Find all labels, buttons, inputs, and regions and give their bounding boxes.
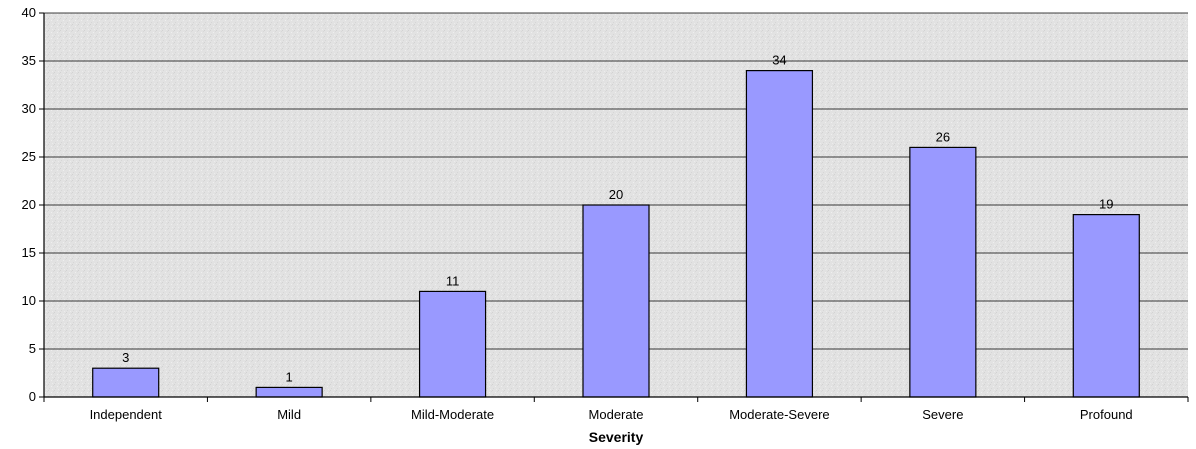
bar-independent: [92, 367, 160, 398]
x-tick-label: Moderate-Severe: [729, 407, 829, 422]
bar-mild: [255, 386, 323, 398]
y-tick-label: 25: [22, 149, 36, 164]
x-axis-ticks: Independent Mild Mild-Moderate Moderate Mode…: [43, 397, 1189, 422]
bar-profound: [1072, 214, 1140, 398]
y-tick-label: 20: [22, 197, 36, 212]
data-label: 20: [609, 187, 623, 202]
bar-mild-moderate: [418, 290, 487, 398]
x-tick-label: Severe: [922, 407, 963, 422]
bar-moderate-severe: [745, 69, 814, 398]
data-label: 1: [286, 369, 293, 384]
x-axis-title: Severity: [589, 429, 644, 445]
y-tick-label: 40: [22, 5, 36, 20]
bar-moderate: [582, 204, 650, 398]
y-tick-label: 5: [29, 341, 36, 356]
data-label: 3: [122, 350, 129, 365]
data-label: 34: [772, 53, 786, 68]
x-tick-label: Moderate: [589, 407, 644, 422]
y-tick-label: 35: [22, 53, 36, 68]
bar-series: [92, 69, 1140, 398]
x-tick-label: Mild: [277, 407, 301, 422]
data-label: 26: [936, 129, 950, 144]
x-tick-label: Mild-Moderate: [411, 407, 494, 422]
y-tick-label: 15: [22, 245, 36, 260]
y-tick-label: 10: [22, 293, 36, 308]
bar-severe: [909, 146, 977, 398]
y-tick-label: 0: [29, 389, 36, 404]
x-tick-label: Profound: [1080, 407, 1133, 422]
x-tick-label: Independent: [90, 407, 163, 422]
y-tick-label: 30: [22, 101, 36, 116]
y-axis-ticks: 0 5 10 15 20 25 30 35 40: [22, 5, 44, 404]
data-label: 11: [446, 273, 460, 288]
data-label: 19: [1099, 197, 1113, 212]
